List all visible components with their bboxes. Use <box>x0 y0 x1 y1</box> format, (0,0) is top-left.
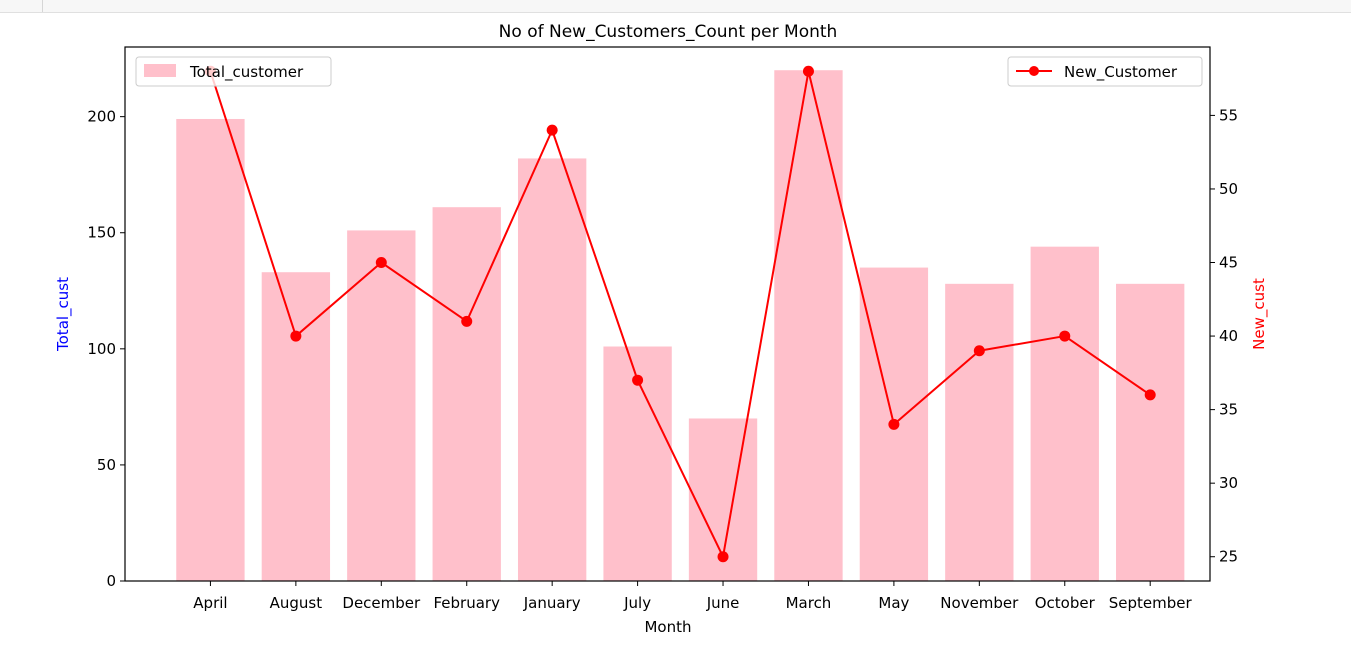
y-left-tick-label: 100 <box>87 340 116 358</box>
x-axis-label: Month <box>644 618 691 636</box>
new-customer-line <box>209 70 1151 558</box>
bar-december <box>347 230 416 581</box>
point-july <box>632 374 644 386</box>
x-tick-label: September <box>1109 594 1193 612</box>
x-axis: April August December February January July Ju… <box>193 581 1192 612</box>
point-december <box>375 257 387 269</box>
legend-swatch-total-customer <box>144 64 176 77</box>
y-right-tick-label: 50 <box>1219 180 1238 198</box>
legend-left: Total_customer <box>135 56 332 87</box>
y-right-tick-label: 30 <box>1219 474 1238 492</box>
x-tick-label: May <box>878 594 909 612</box>
y-axis-left: 0 50 100 150 200 <box>87 108 125 590</box>
bar-october <box>1030 246 1099 582</box>
plot-frame <box>124 46 1211 582</box>
legend-left-frame <box>135 56 332 87</box>
y-axis-right: 25 30 35 40 45 50 55 <box>1210 106 1238 566</box>
chart-title: No of New_Customers_Count per Month <box>499 22 838 42</box>
line-layer <box>204 65 1156 563</box>
bar-january <box>517 158 587 581</box>
bar-september <box>1116 283 1185 581</box>
bar-november <box>945 283 1014 581</box>
bars-layer <box>176 70 1185 582</box>
y-axis-right-label: New_cust <box>1250 278 1269 350</box>
bar-february <box>432 207 501 581</box>
x-tick-label: January <box>523 594 581 612</box>
bar-august <box>261 272 331 581</box>
point-june <box>717 551 729 563</box>
point-november <box>973 345 985 357</box>
y-right-tick-label: 45 <box>1219 254 1238 272</box>
legend-right-frame <box>1007 56 1203 87</box>
legend-label-new-customer: New_Customer <box>1064 63 1178 82</box>
point-may <box>888 418 900 430</box>
point-august <box>290 330 302 342</box>
legend-label-total-customer: Total_customer <box>189 63 304 82</box>
point-september <box>1144 389 1156 401</box>
point-march <box>802 65 814 77</box>
point-february <box>461 315 473 327</box>
x-tick-label: February <box>433 594 500 612</box>
y-left-tick-label: 150 <box>87 224 116 242</box>
point-january <box>546 124 558 136</box>
x-tick-label: December <box>342 594 421 612</box>
y-left-tick-label: 0 <box>106 572 116 590</box>
legend-swatch-marker-new-customer <box>1029 66 1039 76</box>
output-gutter-rule <box>42 0 43 12</box>
y-left-tick-label: 50 <box>97 456 116 474</box>
point-october <box>1059 330 1071 342</box>
bar-march <box>774 70 843 581</box>
y-right-tick-label: 35 <box>1219 401 1238 419</box>
x-tick-label: April <box>193 594 227 612</box>
y-left-tick-label: 200 <box>87 108 116 126</box>
notebook-output-header <box>0 0 1351 13</box>
y-right-tick-label: 55 <box>1219 106 1238 124</box>
x-tick-label: October <box>1035 594 1096 612</box>
y-right-tick-label: 40 <box>1219 327 1238 345</box>
y-right-tick-label: 25 <box>1219 548 1238 566</box>
x-tick-label: July <box>623 594 651 612</box>
y-axis-left-label: Total_cust <box>54 277 73 352</box>
x-tick-label: August <box>270 594 323 612</box>
legend-right: New_Customer <box>1007 56 1203 87</box>
bar-april <box>176 118 245 582</box>
x-tick-label: June <box>706 594 740 612</box>
x-tick-label: March <box>786 594 832 612</box>
x-tick-label: November <box>940 594 1019 612</box>
